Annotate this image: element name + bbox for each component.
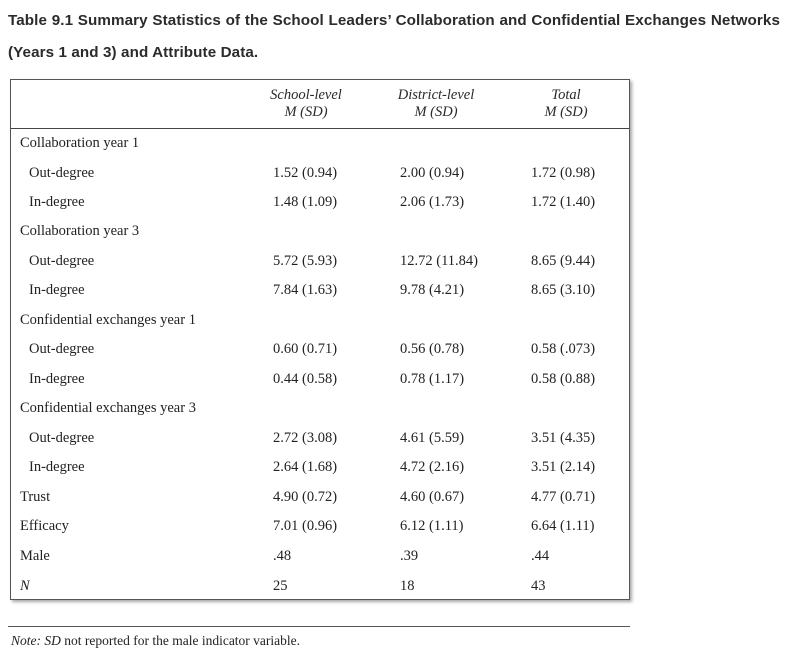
row-label: Male — [20, 548, 50, 564]
total-value: 1.72 (1.40) — [531, 194, 596, 210]
table-row: Trust 4.90 (0.72) 4.60 (0.67) 4.77 (0.71) — [11, 483, 629, 512]
table-row: Out-degree 5.72 (5.93) 12.72 (11.84) 8.65 (… — [11, 247, 629, 276]
table-row: Confidential exchanges year 1 — [11, 306, 629, 335]
school-level-value: 7.84 (1.63) — [273, 282, 338, 298]
row-label: In-degree — [29, 282, 85, 298]
table-row: Collaboration year 3 — [11, 217, 629, 246]
note-sd: SD — [44, 633, 61, 648]
column-subtitle: M (SD) — [544, 104, 588, 120]
school-level-value: 7.01 (0.96) — [273, 518, 338, 534]
row-label: N — [20, 578, 30, 594]
school-level-value: 1.52 (0.94) — [273, 165, 338, 181]
table-row: Confidential exchanges year 3 — [11, 394, 629, 423]
table-row: In-degree 7.84 (1.63) 9.78 (4.21) 8.65 (3.1… — [11, 276, 629, 305]
column-subtitle: M (SD) — [414, 104, 458, 120]
footnote-divider — [8, 626, 630, 627]
column-title: District-level — [397, 87, 475, 103]
column-header-school-level: School-level M (SD) — [236, 87, 376, 121]
summary-statistics-table: School-level M (SD) District-level M (SD… — [10, 79, 630, 600]
table-row: Out-degree 0.60 (0.71) 0.56 (0.78) 0.58 (.0… — [11, 335, 629, 364]
table-caption: Table 9.1 Summary Statistics of the Scho… — [8, 12, 780, 61]
school-level-value: 2.64 (1.68) — [273, 459, 338, 475]
district-level-value: 6.12 (1.11) — [400, 518, 464, 534]
district-level-value: 4.61 (5.59) — [400, 430, 465, 446]
total-value: 6.64 (1.11) — [531, 518, 595, 534]
table-row: Out-degree 1.52 (0.94) 2.00 (0.94) 1.72 (0.… — [11, 159, 629, 188]
school-level-value: 1.48 (1.09) — [273, 194, 338, 210]
total-value: .44 — [531, 548, 550, 564]
total-value: 3.51 (4.35) — [531, 430, 596, 446]
district-level-value: 2.00 (0.94) — [400, 165, 465, 181]
school-level-value: 2.72 (3.08) — [273, 430, 338, 446]
row-label: Confidential exchanges year 3 — [20, 400, 196, 416]
school-level-value: 5.72 (5.93) — [273, 253, 338, 269]
school-level-value: 4.90 (0.72) — [273, 489, 338, 505]
column-title: School-level — [270, 87, 342, 103]
total-value: 3.51 (2.14) — [531, 459, 596, 475]
table-row: In-degree 0.44 (0.58) 0.78 (1.17) 0.58 (0.8… — [11, 365, 629, 394]
total-value: 4.77 (0.71) — [531, 489, 596, 505]
school-level-value: 0.60 (0.71) — [273, 341, 338, 357]
row-label: Collaboration year 3 — [20, 223, 140, 239]
total-value: 1.72 (0.98) — [531, 165, 596, 181]
row-label: Out-degree — [29, 341, 95, 357]
row-label: In-degree — [29, 371, 85, 387]
total-value: 0.58 (0.88) — [531, 371, 596, 387]
row-label: In-degree — [29, 194, 85, 210]
district-level-value: 4.72 (2.16) — [400, 459, 465, 475]
column-header-total: Total M (SD) — [496, 87, 636, 121]
district-level-value: 0.78 (1.17) — [400, 371, 465, 387]
column-title: Total — [551, 87, 581, 103]
row-label: Collaboration year 1 — [20, 135, 140, 151]
row-label: In-degree — [29, 459, 85, 475]
school-level-value: 25 — [273, 578, 288, 594]
row-label: Out-degree — [29, 430, 95, 446]
table-row: Efficacy 7.01 (0.96) 6.12 (1.11) 6.64 (1.11… — [11, 512, 629, 541]
district-level-value: .39 — [400, 548, 419, 564]
total-value: 8.65 (9.44) — [531, 253, 596, 269]
header-divider — [11, 128, 629, 129]
column-subtitle: M (SD) — [284, 104, 328, 120]
table-row: In-degree 1.48 (1.09) 2.06 (1.73) 1.72 (1.4… — [11, 188, 629, 217]
district-level-value: 4.60 (0.67) — [400, 489, 465, 505]
school-level-value: 0.44 (0.58) — [273, 371, 338, 387]
table-row: Collaboration year 1 — [11, 129, 629, 158]
total-value: 0.58 (.073) — [531, 341, 596, 357]
school-level-value: .48 — [273, 548, 292, 564]
row-label: Out-degree — [29, 165, 95, 181]
table-row: Male .48 .39 .44 — [11, 542, 629, 571]
district-level-value: 9.78 (4.21) — [400, 282, 465, 298]
total-value: 43 — [531, 578, 546, 594]
row-label: Efficacy — [20, 518, 69, 534]
row-label: Confidential exchanges year 1 — [20, 312, 196, 328]
table-footnote: Note: SD not reported for the male indic… — [11, 633, 300, 649]
district-level-value: 12.72 (11.84) — [400, 253, 478, 269]
note-prefix: Note: — [11, 633, 41, 648]
district-level-value: 2.06 (1.73) — [400, 194, 465, 210]
district-level-value: 18 — [400, 578, 415, 594]
note-text: not reported for the male indicator vari… — [60, 633, 301, 648]
total-value: 8.65 (3.10) — [531, 282, 596, 298]
table-row: In-degree 2.64 (1.68) 4.72 (2.16) 3.51 (2.1… — [11, 453, 629, 482]
table-row: N 25 18 43 — [11, 572, 629, 601]
district-level-value: 0.56 (0.78) — [400, 341, 465, 357]
column-header-district-level: District-level M (SD) — [366, 87, 506, 121]
row-label: Out-degree — [29, 253, 95, 269]
table-row: Out-degree 2.72 (3.08) 4.61 (5.59) 3.51 (4.… — [11, 424, 629, 453]
row-label: Trust — [20, 489, 51, 505]
